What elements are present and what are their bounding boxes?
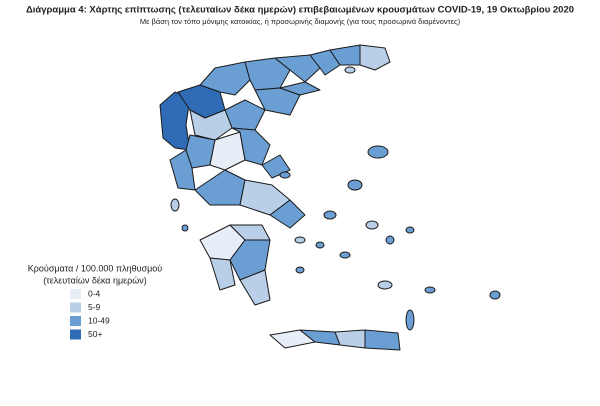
legend-label: 50+ bbox=[88, 329, 102, 339]
title: Διάγραμμα 4: Χάρτης επίπτωσης (τελευταίω… bbox=[26, 5, 574, 16]
legend-swatch bbox=[70, 329, 81, 340]
legend-swatch bbox=[70, 302, 81, 313]
region bbox=[159, 91, 191, 151]
region bbox=[239, 269, 271, 306]
island bbox=[295, 266, 305, 274]
region bbox=[359, 44, 391, 71]
island bbox=[279, 171, 291, 179]
island bbox=[294, 236, 306, 244]
legend-label: 10-49 bbox=[88, 315, 110, 325]
island bbox=[385, 235, 395, 245]
island bbox=[367, 145, 389, 159]
island bbox=[323, 210, 337, 220]
region bbox=[229, 239, 271, 281]
legend-title: Κρούσματα / 100.000 πληθυσμού bbox=[28, 263, 163, 273]
legend-label: 0-4 bbox=[88, 288, 101, 298]
region bbox=[364, 329, 401, 351]
island bbox=[170, 198, 180, 212]
island bbox=[365, 220, 379, 230]
region bbox=[254, 87, 301, 116]
region bbox=[194, 169, 246, 206]
region bbox=[169, 149, 196, 191]
region bbox=[274, 54, 321, 83]
island bbox=[339, 251, 351, 259]
island bbox=[405, 226, 415, 234]
island bbox=[315, 241, 325, 249]
regions bbox=[159, 44, 501, 351]
region bbox=[185, 134, 216, 169]
island bbox=[424, 286, 436, 294]
legend-swatch bbox=[70, 316, 81, 326]
island bbox=[344, 66, 356, 74]
legend-title: (τελευταίων δέκα ημερών) bbox=[43, 275, 147, 285]
region bbox=[209, 257, 236, 291]
region bbox=[269, 199, 306, 229]
region bbox=[309, 49, 341, 76]
island bbox=[489, 290, 501, 300]
legend-label: 5-9 bbox=[88, 302, 101, 312]
island bbox=[181, 224, 189, 232]
region bbox=[279, 81, 321, 96]
legend-swatch bbox=[70, 289, 81, 299]
region bbox=[239, 179, 291, 216]
island bbox=[377, 280, 393, 290]
subtitle: Με βάση τον τόπο μόνιμης κατοικίας, ή πρ… bbox=[140, 17, 461, 26]
island bbox=[405, 309, 415, 331]
island bbox=[347, 179, 363, 191]
region bbox=[209, 131, 246, 171]
